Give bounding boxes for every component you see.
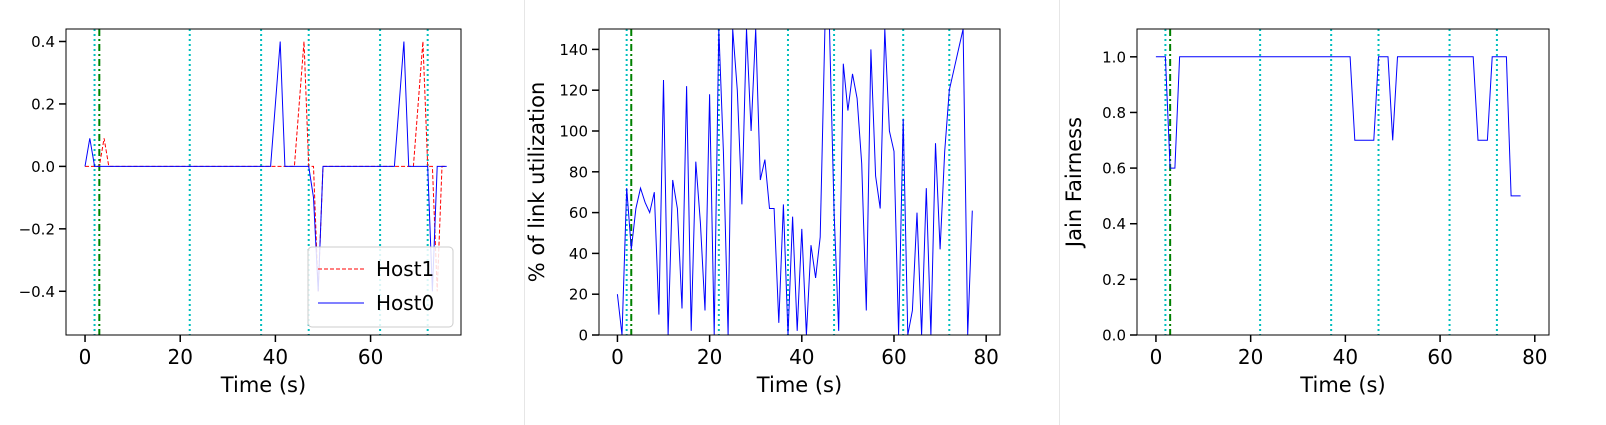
legend-label: Host1 [376, 257, 434, 281]
x-axis-label: Time (s) [1299, 373, 1385, 397]
y-tick-label: 60 [569, 204, 588, 222]
legend-label: Host0 [376, 291, 434, 315]
x-tick-label: 80 [1522, 345, 1547, 369]
y-tick-label: 0.0 [31, 158, 55, 176]
series-line [616, 29, 973, 335]
panel-divider [524, 0, 525, 425]
y-tick-label: 0.6 [1102, 160, 1126, 178]
y-tick-label: 80 [569, 163, 588, 181]
y-tick-label: 140 [559, 41, 588, 59]
panel-divider [1059, 0, 1060, 425]
y-tick-label: 0.2 [1102, 271, 1126, 289]
y-axis-label: % of link utilization [525, 82, 549, 283]
y-tick-label: 0.0 [1102, 327, 1126, 345]
x-tick-label: 40 [789, 345, 814, 369]
y-tick-label: −0.4 [19, 283, 55, 301]
x-tick-label: 0 [611, 345, 624, 369]
x-tick-label: 40 [263, 345, 288, 369]
x-tick-label: 60 [1427, 345, 1452, 369]
plot-frame [65, 28, 462, 336]
plot-frame [598, 28, 1001, 336]
x-tick-label: 80 [973, 345, 998, 369]
y-tick-label: 1.0 [1102, 48, 1126, 66]
plot-frame [1136, 28, 1550, 336]
x-axis-label: Time (s) [756, 373, 842, 397]
y-tick-label: −0.2 [19, 220, 55, 238]
y-tick-label: 20 [569, 286, 588, 304]
y-axis-label: Jain Fairness [1062, 117, 1086, 249]
x-tick-label: 20 [697, 345, 722, 369]
series-line [1155, 56, 1521, 197]
x-tick-label: 0 [1150, 345, 1163, 369]
x-tick-label: 20 [1238, 345, 1263, 369]
y-tick-label: 120 [559, 82, 588, 100]
x-tick-label: 20 [167, 345, 192, 369]
y-tick-label: 0 [578, 327, 588, 345]
y-tick-label: 0.4 [31, 33, 55, 51]
y-tick-label: 100 [559, 123, 588, 141]
x-tick-label: 40 [1333, 345, 1358, 369]
x-tick-label: 60 [881, 345, 906, 369]
x-tick-label: 0 [79, 345, 92, 369]
series-line-host1 [85, 41, 447, 292]
legend: Host1 Host0 [307, 246, 454, 328]
y-tick-label: 0.8 [1102, 104, 1126, 122]
x-tick-label: 60 [358, 345, 383, 369]
y-tick-label: 0.2 [31, 95, 55, 113]
chart-link-utilization: 0 20 40 60 80 0 20 40 60 80 100 120 140 Time (s) % of … [525, 28, 1001, 397]
x-axis-label: Time (s) [220, 373, 306, 397]
chart-jain-fairness: 0 20 40 60 80 0.0 0.2 0.4 0.6 0.8 1.0 Time (s) Jain … [1062, 28, 1550, 397]
y-tick-label: 0.4 [1102, 215, 1126, 233]
y-tick-label: 40 [569, 245, 588, 263]
